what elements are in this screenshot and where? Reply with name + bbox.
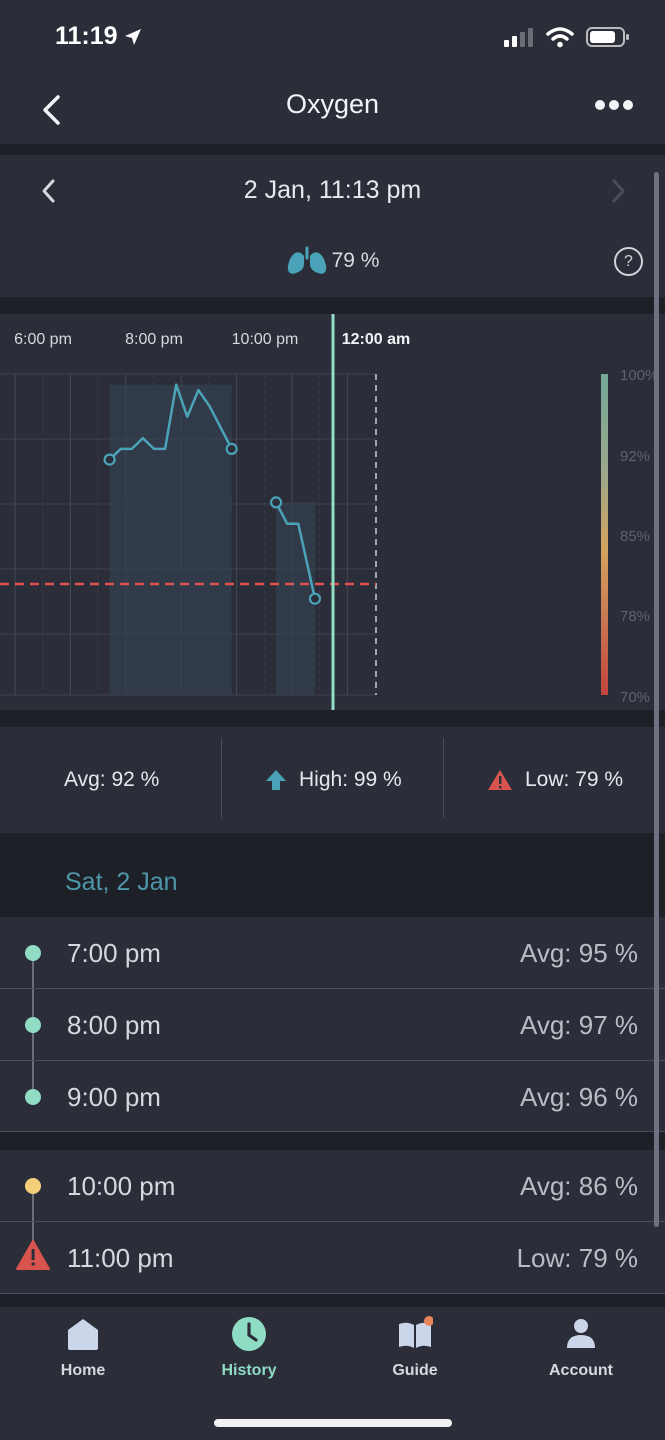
color-scale-bar	[601, 374, 608, 695]
current-oxygen-value: 79 %	[331, 249, 380, 272]
high-stat: High: 99 %	[265, 768, 402, 792]
x-tick-label: 6:00 pm	[14, 331, 72, 348]
list-item[interactable]: 10:00 pm Avg: 86 %	[0, 1150, 665, 1222]
home-indicator	[214, 1419, 452, 1427]
status-dot	[25, 1017, 41, 1033]
row-time: 8:00 pm	[67, 1010, 161, 1040]
row-value: Avg: 97 %	[519, 1010, 638, 1040]
y-tick-label: 92%	[620, 448, 650, 465]
more-options-icon[interactable]	[594, 98, 634, 112]
row-divider	[0, 1131, 665, 1132]
y-tick-label: 85%	[620, 528, 650, 545]
row-divider	[0, 988, 665, 989]
back-chevron-icon[interactable]	[38, 94, 68, 126]
row-time: 7:00 pm	[67, 938, 161, 968]
help-icon[interactable]: ?	[614, 247, 643, 276]
section-date: Sat, 2 Jan	[65, 868, 178, 896]
page-title: Oxygen	[285, 89, 380, 119]
list-item[interactable]: 9:00 pm Avg: 96 %	[0, 1061, 665, 1133]
row-value: Avg: 86 %	[519, 1171, 638, 1201]
tab-history[interactable]: History	[166, 1316, 332, 1380]
series-area	[276, 502, 315, 695]
series-line	[108, 383, 233, 461]
x-tick-label: 10:00 pm	[232, 331, 299, 348]
person-icon	[567, 1319, 595, 1348]
status-dot	[25, 1089, 41, 1105]
series-area	[109, 384, 232, 695]
home-icon	[68, 1319, 98, 1350]
list-item[interactable]: 8:00 pm Avg: 97 %	[0, 989, 665, 1061]
row-value: Avg: 95 %	[519, 938, 638, 968]
tab-label: History	[221, 1362, 277, 1379]
avg-stat: Avg: 92 %	[64, 768, 159, 792]
y-tick-label: 70%	[620, 689, 650, 706]
nav-bar	[0, 80, 665, 144]
warning-icon	[488, 770, 512, 790]
row-divider	[0, 1060, 665, 1061]
stat-divider	[221, 738, 222, 818]
list-item[interactable]: 7:00 pm Avg: 95 %	[0, 917, 665, 989]
row-value: Low: 79 %	[516, 1243, 638, 1273]
status-time-text: 11:19	[55, 22, 118, 50]
timeline-line	[32, 1186, 34, 1258]
date-header	[0, 155, 665, 297]
stats-panel	[0, 727, 665, 833]
row-time: 9:00 pm	[67, 1082, 161, 1112]
status-time: 11:19	[55, 22, 142, 51]
tab-home[interactable]: Home	[0, 1316, 166, 1380]
y-tick-label: 78%	[620, 608, 650, 625]
series-line	[274, 501, 317, 599]
x-tick-label: 8:00 pm	[125, 331, 183, 348]
low-stat-text: Low: 79 %	[525, 768, 624, 791]
hour-list-group: 7:00 pm Avg: 95 % 8:00 pm Avg: 97 % 9:00…	[0, 917, 665, 1132]
book-icon	[399, 1316, 433, 1348]
scrollbar[interactable]	[654, 172, 659, 1227]
series-endpoint	[308, 592, 322, 605]
oxygen-chart[interactable]: 6:00 pm 8:00 pm 10:00 pm 12:00 am 100% 92% 85%…	[0, 314, 665, 710]
series-endpoint	[270, 496, 283, 509]
y-tick-label: 100%	[620, 367, 658, 384]
stat-divider	[443, 738, 444, 818]
row-divider	[0, 1293, 665, 1294]
warning-icon	[16, 1240, 50, 1270]
tab-account[interactable]: Account	[498, 1316, 664, 1380]
tab-label: Account	[549, 1362, 613, 1379]
high-stat-text: High: 99 %	[299, 768, 402, 791]
tab-bar	[0, 1307, 665, 1440]
tab-label: Home	[60, 1362, 106, 1379]
next-date-chevron-icon[interactable]	[607, 178, 629, 204]
status-dot	[25, 945, 41, 961]
row-time: 11:00 pm	[67, 1243, 174, 1273]
series-endpoint	[225, 442, 238, 455]
up-arrow-icon	[266, 770, 286, 790]
low-stat: Low: 79 %	[487, 768, 623, 792]
location-arrow-icon	[124, 28, 141, 45]
lungs-icon	[287, 246, 326, 274]
x-tick-label: 12:00 am	[342, 331, 411, 348]
tab-label: Guide	[392, 1362, 438, 1379]
list-item[interactable]: 11:00 pm Low: 79 %	[0, 1222, 665, 1294]
clock-icon	[232, 1317, 266, 1351]
signal-icon	[504, 28, 533, 47]
row-time: 10:00 pm	[67, 1171, 176, 1201]
current-reading: 79 %	[0, 246, 665, 276]
status-icons	[504, 26, 630, 48]
tab-guide[interactable]: Guide	[332, 1316, 498, 1380]
previous-date-chevron-icon[interactable]	[38, 178, 60, 204]
battery-icon	[586, 27, 629, 47]
row-value: Avg: 96 %	[519, 1082, 638, 1112]
avg-stat-text: Avg: 92 %	[64, 768, 160, 791]
wifi-icon	[546, 27, 574, 48]
series-endpoint	[103, 453, 116, 466]
hour-list-group: 10:00 pm Avg: 86 % 11:00 pm Low: 79 %	[0, 1150, 665, 1294]
selected-date: 2 Jan, 11:13 pm	[243, 176, 422, 204]
row-divider	[0, 1221, 665, 1222]
status-dot	[25, 1178, 41, 1194]
